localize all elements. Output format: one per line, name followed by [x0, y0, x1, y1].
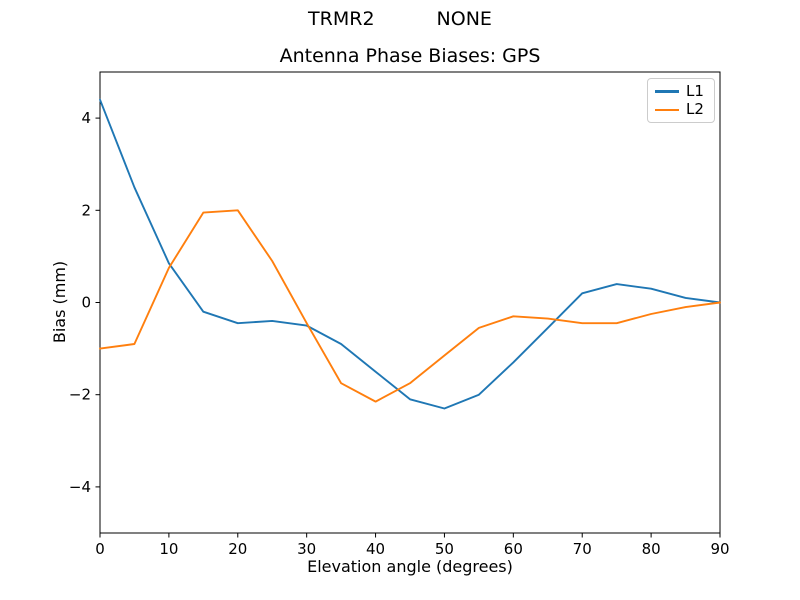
- x-tick-label: 80: [642, 540, 661, 558]
- legend-entry-l1: L1: [655, 81, 707, 100]
- x-tick-label: 0: [95, 540, 105, 558]
- legend-swatch-l2: [655, 108, 679, 111]
- plot-border: [99, 71, 721, 534]
- legend: L1 L2: [647, 78, 715, 123]
- x-axis-label: Elevation angle (degrees): [307, 557, 513, 576]
- x-tick-label: 20: [228, 540, 247, 558]
- series-line-l1: [99, 98, 721, 410]
- legend-label-l1: L1: [686, 81, 704, 100]
- y-tick-label: 4: [81, 109, 91, 127]
- y-tick-label: 0: [81, 294, 91, 312]
- x-tick-label: 40: [366, 540, 385, 558]
- y-tick-label: −2: [69, 386, 91, 404]
- x-tick-label: 10: [159, 540, 178, 558]
- legend-entry-l2: L2: [655, 101, 707, 118]
- axes-title: Antenna Phase Biases: GPS: [279, 45, 541, 67]
- y-tick-label: −4: [69, 478, 91, 496]
- suptitle-station: TRMR2: [308, 8, 375, 30]
- y-tick-label: 2: [81, 201, 91, 219]
- series-line-l2: [99, 209, 721, 403]
- suptitle-antenna: NONE: [436, 8, 492, 30]
- y-axis-label: Bias (mm): [50, 260, 69, 344]
- figure-suptitle: TRMR2 NONE: [0, 8, 800, 30]
- legend-label-l2: L2: [686, 100, 704, 119]
- x-tick-label: 30: [297, 540, 316, 558]
- x-tick-label: 50: [435, 540, 454, 558]
- legend-swatch-l1: [655, 90, 679, 93]
- x-tick-label: 90: [710, 540, 729, 558]
- x-tick-label: 60: [504, 540, 523, 558]
- x-tick-label: 70: [573, 540, 592, 558]
